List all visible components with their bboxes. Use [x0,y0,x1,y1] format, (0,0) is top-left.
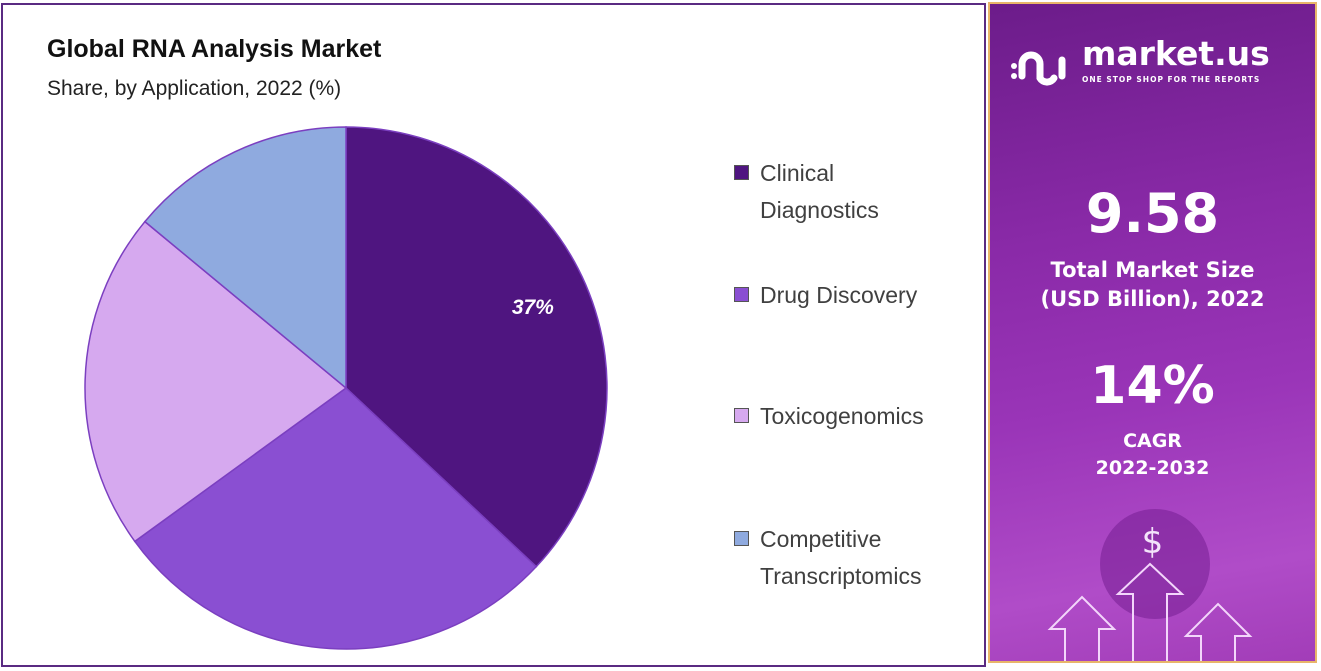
background-decoration [1047,509,1253,661]
legend-swatch [734,287,749,302]
cagr-value: 14% [1090,356,1215,416]
pie-slice-toxicogenomics [84,220,348,543]
legend-label: Competitive [760,526,882,552]
legend-label: Drug Discovery [760,282,918,308]
brand-tagline: ONE STOP SHOP FOR THE REPORTS [1082,75,1261,84]
market-size-label: (USD Billion), 2022 [1040,287,1265,311]
legend-label: Toxicogenomics [760,403,924,429]
legend-swatch [734,165,749,180]
legend-item-competitive-transcriptomics: Competitive Transcriptomics [734,521,921,595]
pie-chart: 37% [84,126,608,650]
legend-label: Clinical [760,160,835,186]
chart-title: Global RNA Analysis Market [47,35,382,63]
pie-slice-drug-discovery [133,387,538,650]
summary-panel: market.us ONE STOP SHOP FOR THE REPORTS … [988,2,1317,663]
market-size-value: 9.58 [1085,182,1220,245]
cagr-period: 2022-2032 [1095,457,1210,479]
legend-swatch [734,408,749,423]
pie-slice-competitive-transcriptomics [143,126,347,390]
legend-item-toxicogenomics: Toxicogenomics [734,398,924,435]
data-label: 37% [512,296,554,319]
cagr-label: CAGR [1123,430,1182,452]
pie-slice-clinical-diagnostics [345,126,608,568]
dollar-icon: $ [1141,522,1164,562]
legend-item-drug-discovery: Drug Discovery [734,277,917,314]
legend-item-clinical-diagnostics: Clinical Diagnostics [734,155,879,229]
legend-label: Diagnostics [760,197,879,223]
growth-arrows-icon [1047,562,1253,661]
brand-name: market.us [1082,34,1270,73]
chart-subtitle: Share, by Application, 2022 (%) [47,77,342,100]
legend-label: Transcriptomics [760,563,922,589]
market-size-label: Total Market Size [1050,258,1255,282]
legend-swatch [734,531,749,546]
market-us-logo-icon [1010,38,1070,88]
